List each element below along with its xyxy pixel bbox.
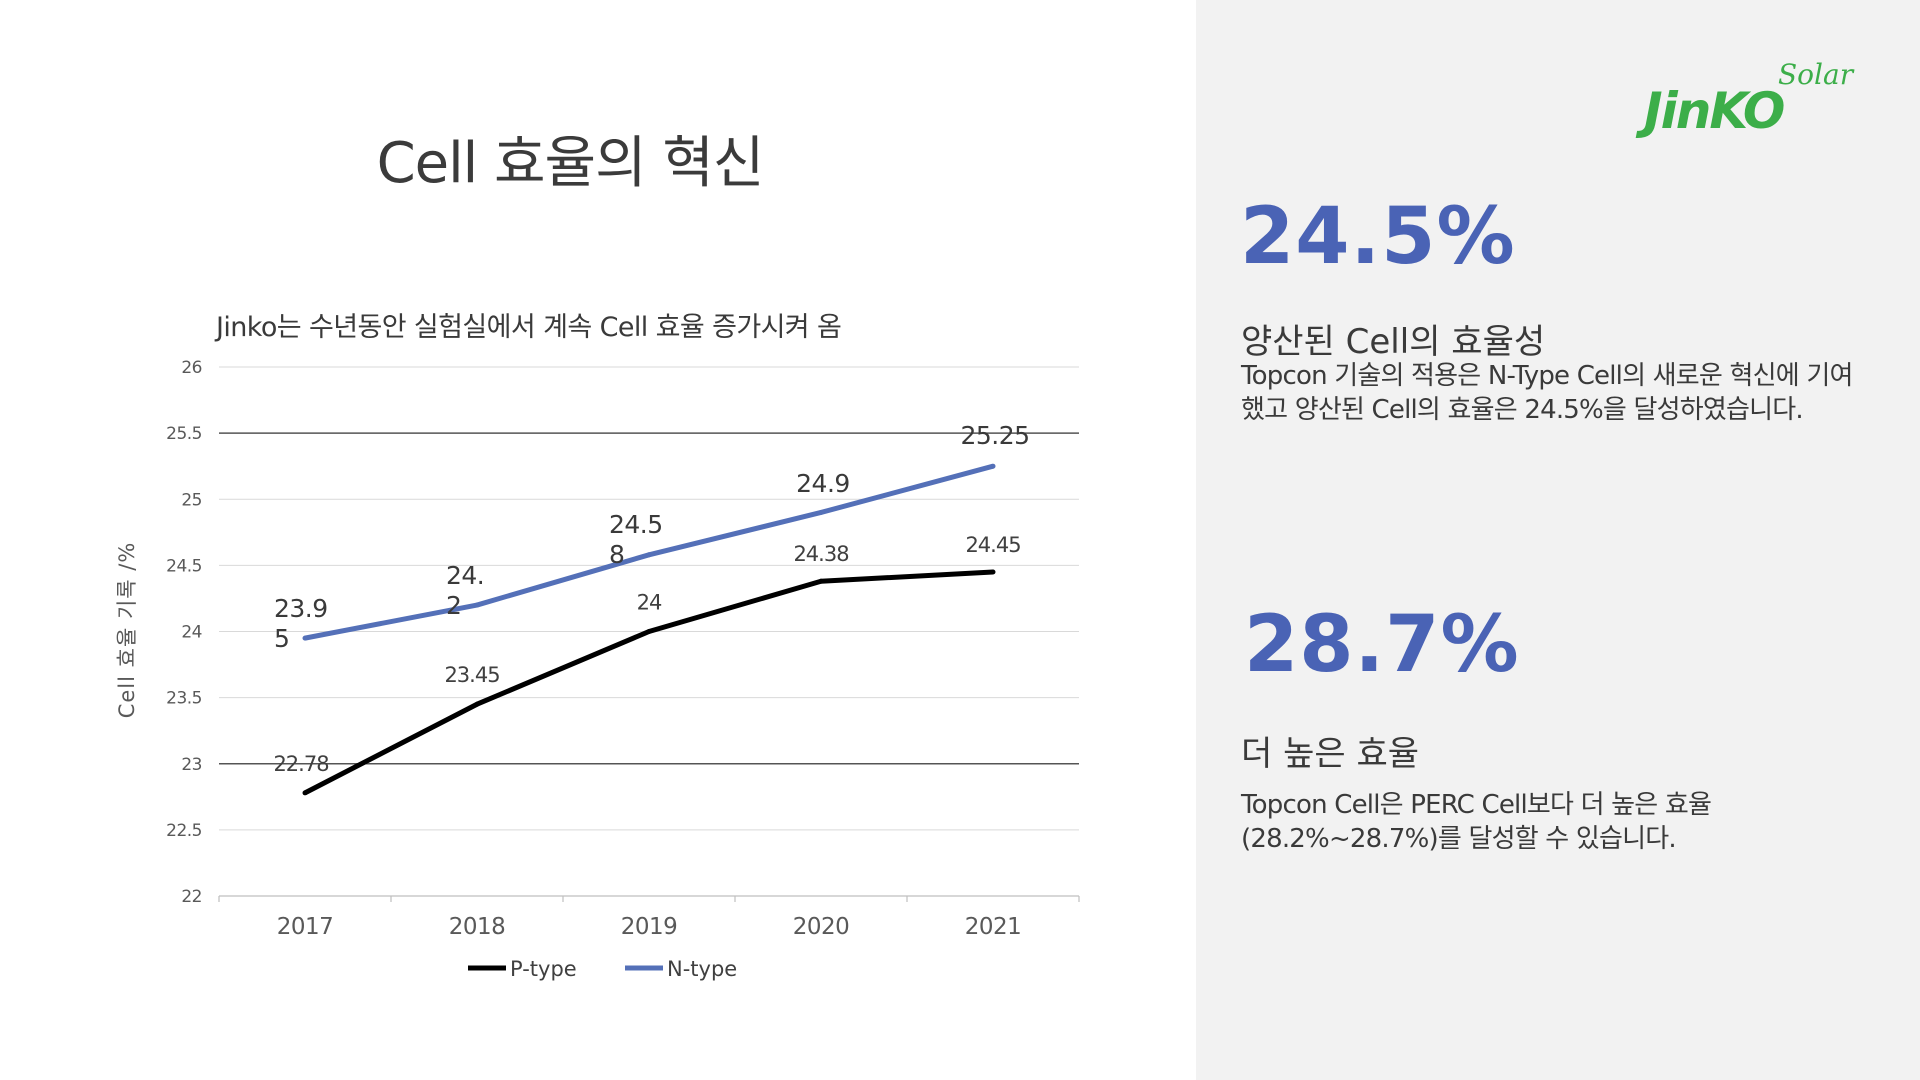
x-tick-label: 2018 bbox=[449, 914, 506, 940]
data-point-n-type bbox=[302, 635, 308, 641]
data-point-p-type bbox=[302, 790, 308, 796]
stat-desc-mass-production: Topcon 기술의 적용은 N-Type Cell의 새로운 혁신에 기여 했… bbox=[1241, 359, 1861, 427]
y-tick-label: 26 bbox=[181, 358, 202, 378]
x-tick-label: 2017 bbox=[277, 914, 334, 940]
x-tick-label: 2021 bbox=[965, 914, 1022, 940]
data-label-n-type: 25.25 bbox=[960, 421, 1029, 450]
data-label-n-type: 24.9 bbox=[796, 469, 850, 498]
y-tick-label: 22 bbox=[181, 887, 202, 907]
data-label-p-type: 24.38 bbox=[793, 542, 848, 566]
x-tick-label: 2019 bbox=[621, 914, 678, 940]
page-title: Cell 효율의 혁신 bbox=[376, 131, 765, 196]
data-label-p-type: 23.45 bbox=[444, 663, 499, 687]
stat-desc-line: 했고 양산된 Cell의 효율은 24.5%을 달성하였습니다. bbox=[1241, 395, 1804, 425]
data-point-p-type bbox=[646, 629, 652, 634]
data-point-p-type bbox=[818, 578, 824, 584]
chart-title: Jinko는 수년동안 실험실에서 계속 Cell 효율 증가시켜 옴 bbox=[214, 312, 841, 343]
stat-desc-line: (28.2%~28.7%)를 달성할 수 있습니다. bbox=[1241, 824, 1677, 854]
data-label-n-type: 2 bbox=[446, 591, 461, 620]
data-label-n-type: 23.9 bbox=[274, 594, 328, 623]
y-tick-label: 22.5 bbox=[166, 821, 202, 841]
data-label-p-type: 22.78 bbox=[273, 752, 328, 776]
y-tick-label: 23.5 bbox=[166, 689, 202, 709]
stat-value-higher-efficiency: 28.7% bbox=[1244, 600, 1520, 690]
data-label-p-type: 24 bbox=[637, 591, 662, 615]
efficiency-line-chart: Jinko는 수년동안 실험실에서 계속 Cell 효율 증가시켜 옴 22 22.… bbox=[115, 312, 1080, 981]
stat-desc-line: Topcon 기술의 적용은 N-Type Cell의 새로운 혁신에 기여 bbox=[1241, 361, 1853, 391]
x-tick-label: 2020 bbox=[793, 914, 850, 940]
y-tick-label: 24 bbox=[181, 623, 202, 643]
data-label-p-type: 24.45 bbox=[965, 533, 1020, 557]
y-tick-label: 23 bbox=[181, 755, 202, 775]
logo-wordmark: JinKO bbox=[1644, 82, 1785, 140]
data-point-p-type bbox=[474, 701, 480, 707]
data-point-n-type bbox=[990, 463, 996, 469]
data-point-p-type bbox=[990, 569, 996, 575]
y-axis-label: Cell 효율 기록 /% bbox=[115, 542, 139, 719]
y-tick-label: 25 bbox=[181, 490, 202, 510]
stat-heading-mass-production: 양산된 Cell의 효율성 bbox=[1241, 322, 1546, 362]
data-point-n-type bbox=[474, 602, 480, 608]
y-tick-label: 25.5 bbox=[166, 424, 202, 444]
logo-subtitle: Solar bbox=[1778, 58, 1854, 91]
summary-panel bbox=[1196, 0, 1920, 1080]
y-tick-label: 24.5 bbox=[166, 556, 202, 576]
data-label-n-type: 8 bbox=[609, 540, 624, 569]
data-label-n-type: 24.5 bbox=[609, 510, 663, 539]
data-point-n-type bbox=[818, 509, 824, 515]
jinko-solar-logo: JinKO Solar bbox=[1640, 58, 1860, 140]
stat-heading-higher-efficiency: 더 높은 효율 bbox=[1241, 734, 1420, 774]
stat-desc-higher-efficiency: Topcon Cell은 PERC Cell보다 더 높은 효율 (28.2%~… bbox=[1241, 788, 1861, 856]
stat-desc-line: Topcon Cell은 PERC Cell보다 더 높은 효율 bbox=[1241, 790, 1712, 820]
legend-label: N-type bbox=[667, 957, 737, 981]
data-point-n-type bbox=[646, 552, 652, 558]
data-label-n-type: 5 bbox=[274, 624, 289, 653]
stat-value-mass-production: 24.5% bbox=[1240, 192, 1516, 282]
data-label-n-type: 24. bbox=[446, 561, 484, 590]
legend-label: P-type bbox=[510, 957, 577, 981]
